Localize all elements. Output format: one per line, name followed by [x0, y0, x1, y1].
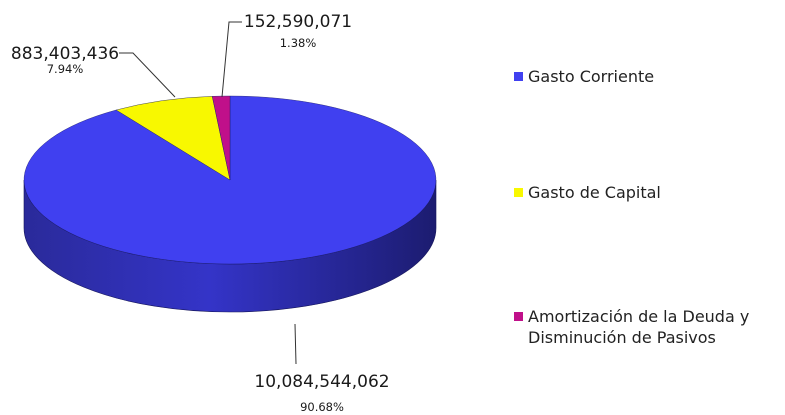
legend-label: Amortización de la Deuda y Disminución d… — [528, 307, 750, 347]
pie-slice-gasto-de-capital — [115, 96, 231, 181]
data-label-value-gasto-corriente: 10,084,544,062 — [254, 372, 389, 392]
legend-item-amortizacion: Amortización de la Deuda y Disminución d… — [514, 306, 784, 348]
leader-lines — [119, 21, 297, 365]
legend-swatch-amortizacion — [514, 312, 523, 321]
data-label-percent-gasto-de-capital: 7.94% — [47, 62, 84, 76]
legend-item-gasto-de-capital: Gasto de Capital — [514, 182, 784, 203]
legend-swatch-gasto-corriente — [514, 72, 523, 81]
legend-item-gasto-corriente: Gasto Corriente — [514, 66, 784, 87]
data-label-percent-amortizacion: 1.38% — [280, 36, 317, 50]
legend-label: Gasto Corriente — [528, 67, 655, 86]
data-label-percent-gasto-corriente: 90.68% — [300, 400, 344, 414]
legend-swatch-gasto-de-capital — [514, 188, 523, 197]
data-label-value-gasto-de-capital: 883,403,436 — [11, 44, 119, 64]
pie-slice-amortizacion — [212, 95, 231, 181]
data-label-value-amortizacion: 152,590,071 — [244, 12, 352, 32]
pie-slice-gasto-corriente — [23, 95, 437, 265]
legend-label: Gasto de Capital — [528, 183, 661, 202]
